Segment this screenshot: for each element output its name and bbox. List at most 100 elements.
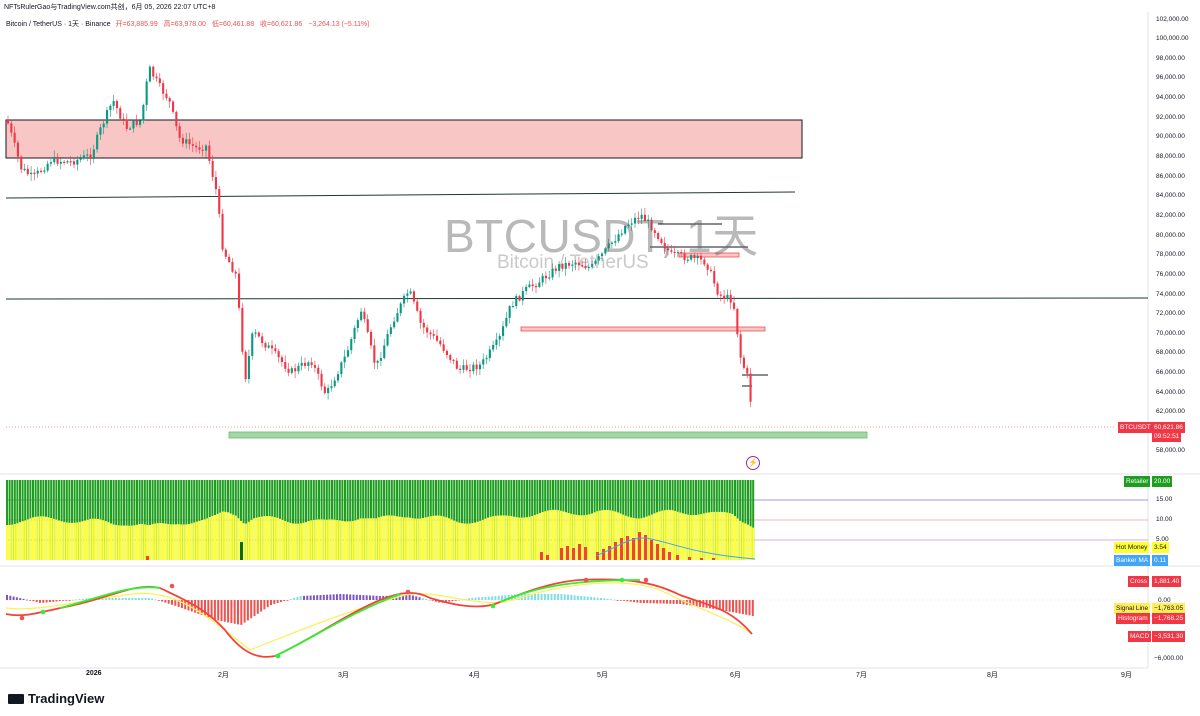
retailer-bar [344, 480, 346, 560]
hot-money-bar [487, 517, 489, 560]
macd-histogram-bar [12, 596, 15, 600]
macd-cross-dot [169, 583, 175, 589]
macd-histogram-bar [484, 596, 487, 600]
hot-money-bar [578, 515, 580, 560]
candle-body [528, 284, 531, 287]
candle-body [406, 293, 409, 296]
retailer-bar [149, 480, 151, 560]
macd-histogram-bar [42, 600, 45, 603]
candle-body [729, 294, 732, 303]
price-axis-label: 86,000.00 [1156, 173, 1185, 180]
hot-money-bar [375, 518, 378, 560]
candle-body [643, 214, 646, 221]
macd-histogram-bar [586, 596, 589, 600]
macd-histogram-bar [352, 594, 355, 600]
hot-money-bar [188, 523, 190, 560]
candles[interactable] [7, 64, 752, 408]
hot-money-bar [310, 520, 313, 560]
candle-body [409, 291, 412, 294]
supply-zone[interactable] [5, 119, 803, 159]
resistance-trendline[interactable] [5, 191, 796, 199]
candle-body [297, 365, 300, 372]
candle-body [323, 386, 326, 394]
candle-body [660, 239, 663, 243]
candle-body [277, 351, 280, 358]
candle-body [716, 283, 719, 295]
retailer-bar [136, 480, 138, 560]
hot-money-bar [65, 522, 68, 560]
candle-body [178, 126, 181, 138]
candle-body [379, 358, 382, 361]
banker-bar [584, 547, 587, 560]
hot-money-bar [731, 513, 734, 560]
macd-histogram-bar [557, 594, 560, 600]
candle-body [238, 273, 241, 308]
macd-cross-dot [619, 577, 625, 583]
hot-money-bar [164, 523, 167, 560]
lightning-icon[interactable]: ⚡ [746, 456, 760, 470]
hot-money-bar [679, 512, 682, 560]
macd-histogram-bar [105, 598, 107, 600]
hot-money-bar [338, 520, 341, 560]
order-block-1[interactable] [520, 326, 766, 332]
hot-money-bar [741, 522, 744, 560]
candle-body [257, 332, 260, 337]
hot-money-bar [315, 519, 318, 560]
candle-body [241, 307, 244, 352]
candle-body [208, 145, 211, 161]
macd-indicator[interactable] [5, 577, 754, 659]
hot-money-bar [281, 519, 284, 560]
candle-body [307, 362, 310, 366]
cross-label: Cross [1128, 576, 1149, 587]
hot-money-bar [549, 510, 552, 560]
candle-body [624, 225, 627, 234]
macd-cross-dot [40, 609, 46, 615]
hot-money-bar [302, 522, 305, 560]
order-block-2[interactable] [678, 252, 740, 258]
macd-histogram-bar [415, 596, 418, 600]
tradingview-logo[interactable]: TradingView [8, 691, 104, 706]
demand-zone[interactable] [228, 431, 868, 439]
candle-body [676, 252, 679, 254]
banker-fund-indicator[interactable] [6, 480, 756, 560]
macd-histogram-bar [487, 596, 490, 600]
macd-histogram-bar [332, 594, 335, 600]
price-axis-label: 74,000.00 [1156, 291, 1185, 298]
macd-histogram-bar [293, 598, 296, 600]
hot-money-bar [437, 515, 440, 560]
hot-money-bar [604, 509, 606, 560]
hot-money-bar [648, 515, 651, 560]
hot-money-bar [424, 517, 427, 560]
price-axis-label: 82,000.00 [1156, 212, 1185, 219]
macd-histogram-bar [603, 598, 606, 600]
support-line[interactable] [5, 297, 1149, 300]
symbol-legend[interactable]: Bitcoin / TetherUS · 1天 · Binance 开=63,8… [6, 19, 374, 29]
hot-money-bar [198, 520, 201, 560]
macd-histogram-bar [530, 594, 533, 600]
symbol-name[interactable]: Bitcoin / TetherUS · 1天 · Binance [6, 21, 111, 28]
banker-ma-line [595, 537, 756, 560]
macd-histogram-bar [425, 599, 428, 600]
candle-body [739, 334, 742, 358]
macd-histogram-bar [662, 600, 665, 604]
hot-money-bar [476, 521, 479, 560]
hot-money-bar [588, 514, 591, 560]
candle-body [49, 162, 52, 164]
hot-money-bar [427, 516, 430, 560]
retailer-bar [240, 480, 242, 560]
candle-body [79, 158, 82, 160]
candle-body [561, 263, 564, 269]
candle-body [700, 255, 703, 260]
candle-body [155, 76, 158, 79]
hot-money-bar [354, 520, 357, 560]
banker-bar [620, 538, 623, 560]
candle-body [294, 368, 297, 372]
retailer-bar [154, 480, 157, 560]
banker-bar [668, 552, 671, 560]
hot-money-bar [453, 520, 456, 560]
candle-body [139, 120, 142, 125]
banker-bar [614, 542, 617, 560]
banker-bar [560, 548, 563, 560]
